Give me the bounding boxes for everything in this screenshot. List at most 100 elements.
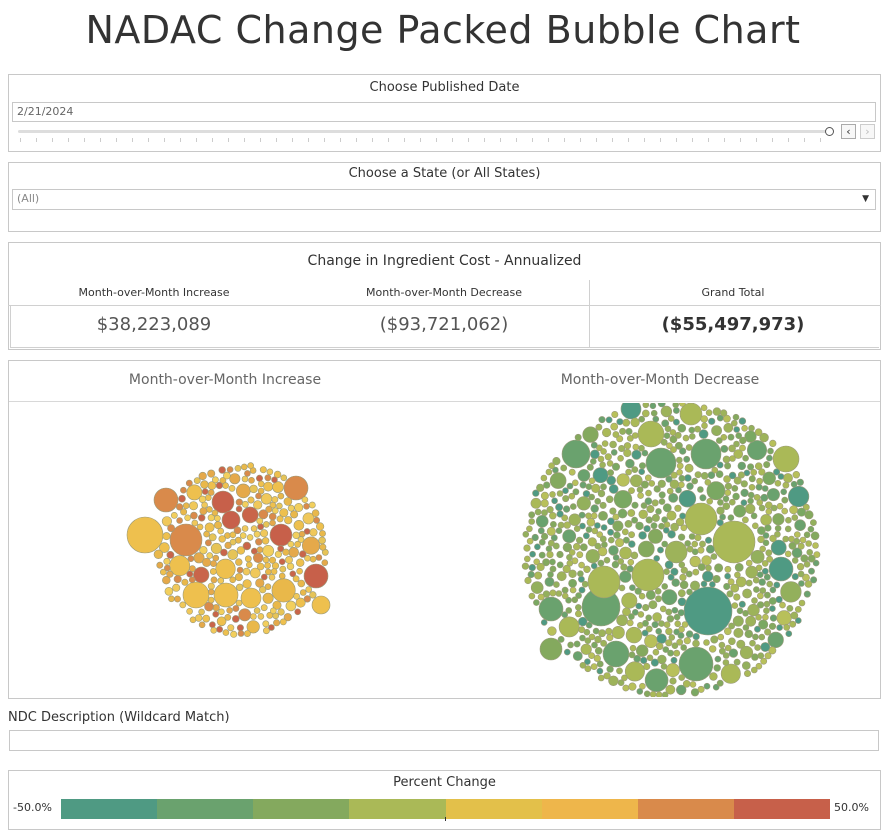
bubble[interactable] xyxy=(767,447,774,455)
bubble[interactable] xyxy=(219,477,227,484)
bubble[interactable] xyxy=(603,556,611,564)
bubble[interactable] xyxy=(730,419,738,427)
bubble[interactable] xyxy=(611,560,620,569)
bubble[interactable] xyxy=(597,674,605,682)
bubble[interactable] xyxy=(710,553,718,560)
bubble[interactable] xyxy=(705,409,713,416)
bubble[interactable] xyxy=(742,454,749,462)
bubble[interactable] xyxy=(556,561,564,569)
bubble[interactable] xyxy=(699,540,706,548)
bubble[interactable] xyxy=(678,403,686,407)
bubble[interactable] xyxy=(556,550,564,559)
bubble[interactable] xyxy=(244,470,251,477)
bubble[interactable] xyxy=(212,604,220,612)
bubble[interactable] xyxy=(195,614,203,622)
bubble[interactable] xyxy=(724,462,732,470)
bubble[interactable] xyxy=(733,476,742,485)
bubble[interactable] xyxy=(650,522,658,530)
bubble[interactable] xyxy=(638,509,648,520)
bubble[interactable] xyxy=(579,634,586,642)
bubble[interactable] xyxy=(644,634,658,648)
bubble[interactable] xyxy=(297,579,306,588)
bubble[interactable] xyxy=(271,476,278,484)
bubble[interactable] xyxy=(609,507,617,515)
bubble[interactable] xyxy=(618,584,626,592)
bubble[interactable] xyxy=(641,629,649,637)
bubble[interactable] xyxy=(590,504,599,513)
bubble[interactable] xyxy=(292,531,300,540)
bubble[interactable] xyxy=(753,494,761,501)
bubble[interactable] xyxy=(556,510,564,518)
bubble[interactable] xyxy=(683,637,691,645)
bubble[interactable] xyxy=(628,682,637,691)
bubble[interactable] xyxy=(257,480,265,488)
bubble[interactable] xyxy=(665,475,673,483)
bubble[interactable] xyxy=(674,504,682,512)
bubble[interactable] xyxy=(645,614,653,622)
bubble[interactable] xyxy=(723,627,732,636)
bubble[interactable] xyxy=(733,440,740,448)
bubble[interactable] xyxy=(598,416,606,424)
bubble[interactable] xyxy=(210,560,217,567)
bubble[interactable] xyxy=(190,511,198,520)
bubble[interactable] xyxy=(798,580,805,587)
bubble[interactable] xyxy=(666,615,675,623)
bubble[interactable] xyxy=(549,565,557,573)
bubble[interactable] xyxy=(557,521,565,529)
bubble[interactable] xyxy=(754,428,763,437)
bubble[interactable] xyxy=(673,418,680,426)
bubble[interactable] xyxy=(667,530,676,539)
bubble[interactable] xyxy=(812,542,819,549)
bubble[interactable] xyxy=(684,463,694,473)
bubble[interactable] xyxy=(643,525,651,533)
bubble[interactable] xyxy=(780,488,788,496)
bubble[interactable] xyxy=(650,658,659,667)
bubble[interactable] xyxy=(262,627,270,635)
bubble[interactable] xyxy=(644,497,653,505)
bubble[interactable] xyxy=(631,501,639,509)
bubble[interactable] xyxy=(253,530,261,538)
bubble[interactable] xyxy=(724,572,731,580)
bubble[interactable] xyxy=(750,549,765,564)
bubble[interactable] xyxy=(783,623,791,631)
bubble[interactable] xyxy=(712,520,756,564)
bubble[interactable] xyxy=(723,422,734,433)
bubble[interactable] xyxy=(577,570,584,577)
bubble[interactable] xyxy=(540,532,549,541)
bubble[interactable] xyxy=(569,586,577,594)
bubble[interactable] xyxy=(736,639,746,649)
bubble[interactable] xyxy=(631,466,639,473)
bubble[interactable] xyxy=(530,497,542,509)
bubble[interactable] xyxy=(556,490,564,497)
bubble[interactable] xyxy=(805,540,813,547)
bubble[interactable] xyxy=(206,552,213,559)
bubble[interactable] xyxy=(660,405,673,418)
bubble[interactable] xyxy=(733,593,741,601)
bubble[interactable] xyxy=(683,455,691,463)
bubble[interactable] xyxy=(673,649,681,657)
bubble[interactable] xyxy=(305,586,313,593)
bubble[interactable] xyxy=(658,620,665,627)
bubble[interactable] xyxy=(741,424,748,432)
bubble[interactable] xyxy=(561,439,591,469)
bubble[interactable] xyxy=(596,667,604,675)
bubble[interactable] xyxy=(549,589,557,597)
bubble[interactable] xyxy=(592,627,600,635)
bubble[interactable] xyxy=(758,578,766,586)
legend-swatch[interactable] xyxy=(157,799,254,819)
bubble[interactable] xyxy=(616,418,624,426)
bubble[interactable] xyxy=(745,559,753,567)
bubble[interactable] xyxy=(535,515,549,528)
bubble[interactable] xyxy=(534,543,541,551)
bubble[interactable] xyxy=(767,631,784,648)
bubble[interactable] xyxy=(309,591,317,599)
bubble[interactable] xyxy=(679,580,689,590)
bubble[interactable] xyxy=(620,403,642,420)
bubble[interactable] xyxy=(640,480,649,489)
bubble[interactable] xyxy=(587,565,621,599)
bubble[interactable] xyxy=(735,432,743,440)
bubble[interactable] xyxy=(295,597,306,608)
bubble[interactable] xyxy=(642,619,649,627)
bubble[interactable] xyxy=(191,519,199,527)
bubble[interactable] xyxy=(708,417,716,425)
